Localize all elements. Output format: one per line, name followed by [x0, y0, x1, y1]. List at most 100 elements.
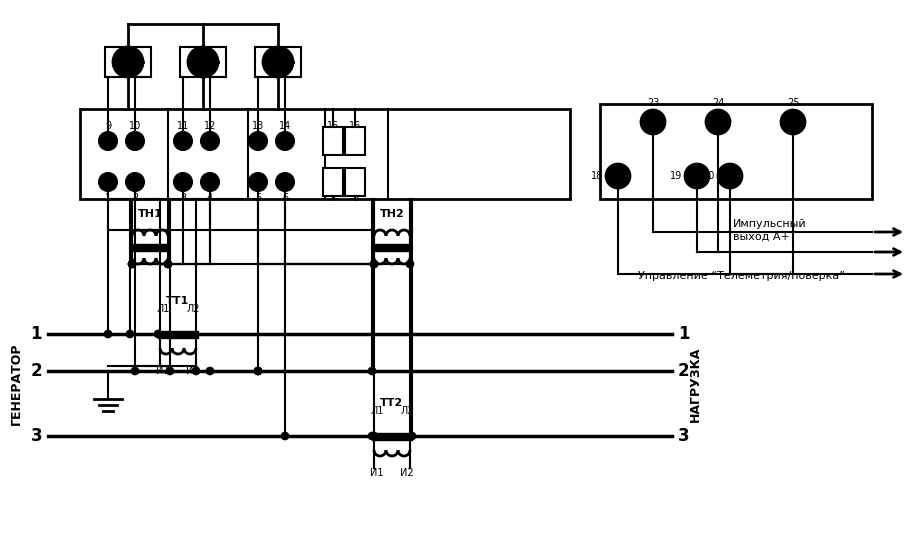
Text: ТН2: ТН2 — [379, 209, 404, 219]
Circle shape — [685, 164, 709, 188]
Circle shape — [276, 173, 294, 191]
Circle shape — [128, 260, 136, 268]
Text: 14: 14 — [278, 121, 291, 131]
Circle shape — [370, 260, 378, 268]
Circle shape — [174, 132, 192, 150]
Circle shape — [324, 132, 342, 150]
Circle shape — [99, 132, 117, 150]
Circle shape — [254, 367, 262, 375]
Circle shape — [126, 173, 144, 191]
Circle shape — [113, 47, 143, 77]
Text: 13: 13 — [252, 121, 264, 131]
Text: 20: 20 — [703, 171, 715, 181]
Text: 4: 4 — [207, 193, 213, 203]
Circle shape — [174, 173, 192, 191]
Text: 23: 23 — [647, 98, 659, 108]
Text: Л2: Л2 — [187, 304, 200, 314]
Bar — [105, 47, 151, 77]
Text: Импульсный: Импульсный — [733, 219, 806, 229]
Text: 2: 2 — [678, 362, 690, 380]
Text: 16: 16 — [349, 121, 361, 131]
Bar — [323, 127, 343, 155]
Bar — [600, 104, 872, 199]
Circle shape — [408, 432, 416, 440]
Text: 1: 1 — [31, 325, 42, 343]
Circle shape — [166, 367, 174, 375]
Circle shape — [276, 132, 294, 150]
Text: Л1: Л1 — [370, 406, 384, 416]
Circle shape — [206, 367, 214, 375]
Text: НАГРУЗКА: НАГРУЗКА — [689, 346, 702, 422]
Text: 9: 9 — [105, 121, 111, 131]
Circle shape — [131, 367, 139, 375]
Circle shape — [164, 260, 172, 268]
Bar — [345, 127, 365, 155]
Text: 3: 3 — [678, 427, 690, 445]
Text: ТН1: ТН1 — [137, 209, 162, 219]
Text: 5: 5 — [255, 193, 261, 203]
Circle shape — [324, 173, 342, 191]
Text: Управление “Телеметрия/поверка”: Управление “Телеметрия/поверка” — [638, 271, 845, 281]
Circle shape — [781, 110, 805, 134]
Bar — [255, 47, 301, 77]
Circle shape — [99, 173, 117, 191]
Text: 2: 2 — [132, 193, 138, 203]
Text: 24: 24 — [712, 98, 724, 108]
Circle shape — [370, 432, 378, 440]
Text: 25: 25 — [787, 98, 799, 108]
Text: 2: 2 — [30, 362, 42, 380]
Circle shape — [368, 367, 376, 375]
Circle shape — [192, 367, 200, 375]
Bar — [373, 244, 411, 250]
Text: 3: 3 — [180, 193, 186, 203]
Text: 7: 7 — [329, 193, 336, 203]
Circle shape — [164, 260, 172, 268]
Text: выход А+: выход А+ — [733, 232, 790, 242]
Circle shape — [346, 132, 364, 150]
Bar — [158, 331, 198, 337]
Text: 18: 18 — [591, 171, 603, 181]
Circle shape — [126, 132, 144, 150]
Circle shape — [104, 330, 112, 338]
Circle shape — [368, 432, 376, 440]
Circle shape — [254, 367, 262, 375]
Text: ТТ2: ТТ2 — [380, 398, 404, 408]
Circle shape — [201, 173, 219, 191]
Circle shape — [249, 132, 267, 150]
Text: ТТ1: ТТ1 — [167, 296, 189, 306]
Bar — [345, 168, 365, 196]
Text: 19: 19 — [670, 171, 682, 181]
Text: Л2: Л2 — [400, 406, 414, 416]
Text: 8: 8 — [352, 193, 358, 203]
Text: И2: И2 — [187, 366, 200, 376]
Text: Л1: Л1 — [157, 304, 169, 314]
Circle shape — [606, 164, 630, 188]
Circle shape — [281, 432, 289, 440]
Bar — [131, 244, 169, 250]
Text: И1: И1 — [370, 468, 384, 478]
Text: 1: 1 — [678, 325, 690, 343]
Circle shape — [128, 260, 136, 268]
Circle shape — [406, 260, 414, 268]
Circle shape — [126, 330, 134, 338]
Text: 15: 15 — [327, 121, 339, 131]
Circle shape — [249, 173, 267, 191]
Circle shape — [370, 260, 378, 268]
Circle shape — [346, 173, 364, 191]
Bar — [372, 433, 412, 439]
Circle shape — [718, 164, 742, 188]
Text: 10: 10 — [129, 121, 141, 131]
Text: И2: И2 — [400, 468, 414, 478]
Text: ГЕНЕРАТОР: ГЕНЕРАТОР — [9, 343, 23, 425]
Circle shape — [201, 132, 219, 150]
Text: 3: 3 — [30, 427, 42, 445]
Circle shape — [188, 47, 218, 77]
Text: 12: 12 — [204, 121, 217, 131]
Text: 1: 1 — [105, 193, 111, 203]
Circle shape — [154, 330, 162, 338]
Bar — [180, 47, 226, 77]
Bar — [323, 168, 343, 196]
Circle shape — [641, 110, 665, 134]
Text: 6: 6 — [282, 193, 288, 203]
Text: И1: И1 — [157, 366, 170, 376]
